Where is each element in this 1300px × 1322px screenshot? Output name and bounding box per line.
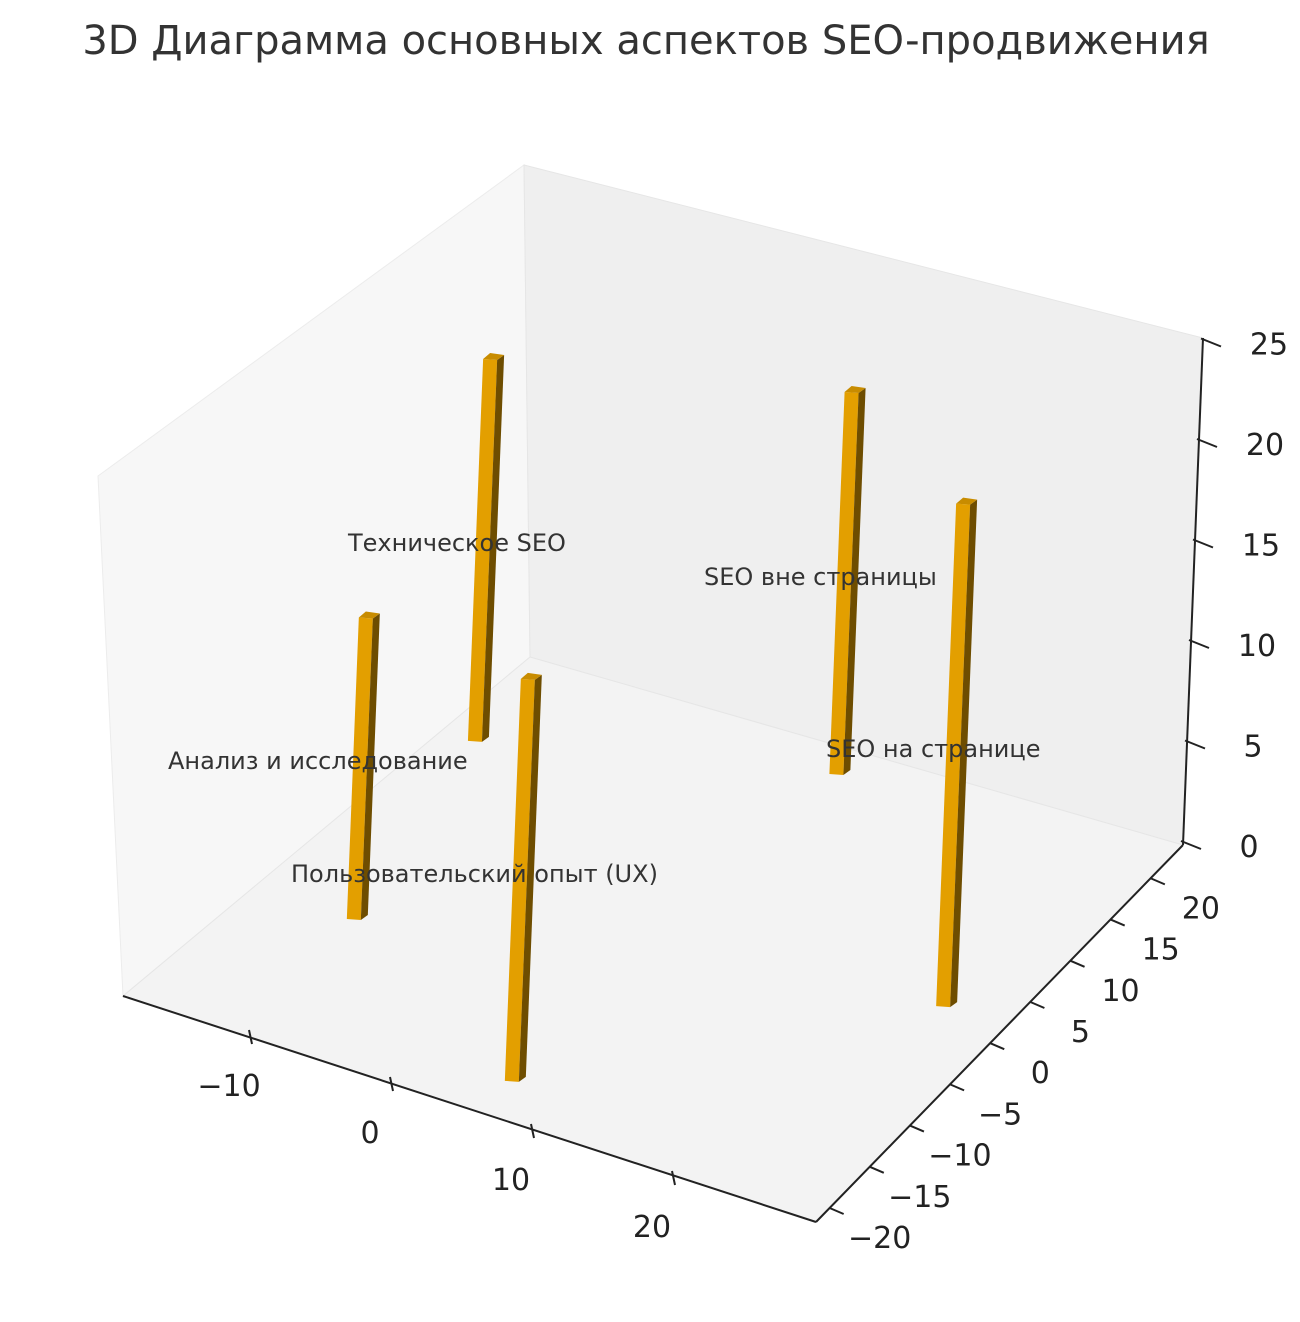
z-tick-mark xyxy=(1192,538,1214,549)
z-tick-label: 25 xyxy=(1250,328,1288,363)
y-tick-label: −20 xyxy=(848,1221,911,1256)
bar-side-face xyxy=(360,613,380,920)
bar-front-face xyxy=(504,678,535,1082)
z-tick-label: 0 xyxy=(1239,830,1258,865)
x-tick-mark xyxy=(530,1123,535,1139)
z-tick-label: 5 xyxy=(1243,730,1262,765)
y-tick-mark xyxy=(869,1165,885,1174)
z-tick-mark xyxy=(1200,337,1222,348)
y-tick-label: 0 xyxy=(1031,1056,1050,1091)
y-tick-mark xyxy=(989,1042,1005,1051)
y-tick-mark xyxy=(1110,918,1126,927)
z-tick-label: 15 xyxy=(1242,529,1280,564)
x-tick-mark xyxy=(671,1170,676,1186)
bar-front-face xyxy=(829,392,859,775)
bar-side-face xyxy=(518,674,542,1082)
bar-side-face xyxy=(843,388,866,775)
z-tick-mark xyxy=(1188,639,1210,649)
y-tick-label: 10 xyxy=(1101,974,1139,1009)
x-tick-mark xyxy=(389,1076,394,1092)
y-tick-label: 5 xyxy=(1071,1015,1090,1050)
bar-side-face xyxy=(950,499,978,1008)
bar-top-face xyxy=(844,386,866,394)
bar-label: Пользовательский опыт (UX) xyxy=(291,860,658,888)
bar-front-face xyxy=(467,358,498,742)
z-tick-label: 10 xyxy=(1238,629,1276,664)
bar-top-face xyxy=(520,672,542,680)
bar-top-face xyxy=(483,352,505,360)
z-axis xyxy=(1182,337,1204,846)
bar-top-face xyxy=(956,497,978,505)
y-tick-label: −10 xyxy=(928,1139,991,1174)
x-tick-mark xyxy=(248,1029,253,1045)
bar-side-face xyxy=(481,354,505,742)
bar-label: SEO вне страницы xyxy=(704,563,937,591)
y-tick-label: −15 xyxy=(888,1180,951,1215)
y-tick-label: 20 xyxy=(1182,891,1220,926)
y-axis xyxy=(815,844,1184,1223)
bar-front-face xyxy=(936,503,971,1008)
x-tick-label: 0 xyxy=(360,1116,379,1151)
y-tick-mark xyxy=(949,1083,965,1092)
y-tick-mark xyxy=(909,1124,925,1133)
y-tick-mark xyxy=(829,1207,845,1215)
x-tick-label: 10 xyxy=(492,1163,530,1198)
x-tick-label: 20 xyxy=(633,1210,671,1245)
z-tick-mark xyxy=(1196,438,1218,448)
bar xyxy=(936,497,978,1008)
bar xyxy=(504,672,542,1082)
bar xyxy=(346,611,380,920)
z-tick-mark xyxy=(1184,739,1206,750)
x-tick-label: −10 xyxy=(197,1069,260,1104)
bar-top-face xyxy=(358,611,380,619)
y-tick-mark xyxy=(1070,959,1085,968)
x-axis xyxy=(122,995,817,1223)
y-tick-label: 15 xyxy=(1142,933,1180,968)
bar-label: Техническое SEO xyxy=(347,529,566,557)
bar-label: Анализ и исследование xyxy=(168,747,468,775)
chart-title: 3D Диаграмма основных аспектов SEO-продв… xyxy=(82,18,1209,64)
z-tick-label: 20 xyxy=(1246,428,1284,463)
y-tick-mark xyxy=(1150,877,1166,886)
z-tick-mark xyxy=(1180,840,1202,850)
bar-front-face xyxy=(346,617,373,920)
bar-label: SEO на странице xyxy=(826,735,1040,763)
y-tick-mark xyxy=(1030,1001,1045,1009)
bar xyxy=(467,352,505,742)
bar xyxy=(829,386,866,775)
y-tick-label: −5 xyxy=(978,1097,1022,1132)
